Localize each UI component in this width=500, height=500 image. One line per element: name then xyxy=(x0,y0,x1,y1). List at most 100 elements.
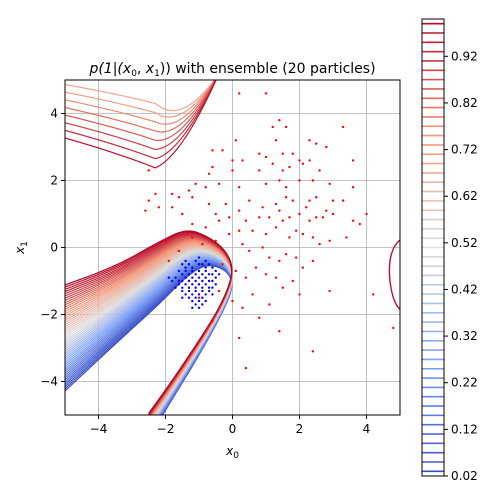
data-point xyxy=(197,276,201,279)
data-point xyxy=(284,253,288,256)
data-point xyxy=(274,202,278,206)
data-point xyxy=(294,229,298,232)
data-point xyxy=(284,125,288,129)
data-point xyxy=(194,259,197,263)
data-point xyxy=(177,269,181,273)
data-point xyxy=(231,169,234,172)
data-point xyxy=(197,283,201,286)
colorbar-tick-label: 0.42 xyxy=(451,282,478,296)
data-point xyxy=(211,149,214,152)
data-point xyxy=(341,125,345,129)
data-point xyxy=(191,283,194,286)
data-point xyxy=(197,299,201,303)
data-point xyxy=(274,276,278,279)
data-point xyxy=(164,239,167,242)
data-point xyxy=(207,273,211,276)
colorbar-tick-label: 0.32 xyxy=(451,329,478,343)
data-point xyxy=(258,216,261,219)
data-point xyxy=(171,206,174,209)
data-point xyxy=(211,293,214,296)
data-point xyxy=(288,236,291,239)
title-suffix: )) with ensemble (20 particles) xyxy=(160,61,376,77)
data-point xyxy=(214,269,217,273)
data-point xyxy=(341,199,345,202)
data-point xyxy=(301,162,305,165)
data-point xyxy=(184,293,187,296)
data-point xyxy=(201,286,204,289)
data-point xyxy=(187,273,191,276)
data-point xyxy=(211,279,214,283)
data-point xyxy=(298,293,301,296)
x-axis-label-sub: 0 xyxy=(233,451,239,461)
data-point xyxy=(241,306,244,309)
data-point xyxy=(288,165,291,169)
data-point xyxy=(281,219,284,222)
data-point xyxy=(308,139,311,142)
data-point xyxy=(177,249,181,253)
data-point xyxy=(244,366,248,370)
data-point xyxy=(204,276,207,279)
data-point xyxy=(191,266,194,269)
data-point xyxy=(204,269,207,273)
data-point xyxy=(318,242,321,246)
data-point xyxy=(214,212,217,216)
data-point xyxy=(294,256,298,259)
data-point xyxy=(204,226,207,229)
data-point xyxy=(291,199,294,202)
data-point xyxy=(201,273,204,276)
data-point xyxy=(197,256,201,259)
data-point xyxy=(191,299,194,303)
data-point xyxy=(181,263,184,266)
colorbar-tick-label: 0.22 xyxy=(451,376,478,390)
data-point xyxy=(171,279,174,283)
x-tick-label: −4 xyxy=(90,422,108,436)
data-point xyxy=(325,145,328,149)
data-point xyxy=(197,263,201,266)
data-point xyxy=(351,219,355,222)
data-point xyxy=(248,199,251,202)
data-point xyxy=(207,172,211,175)
data-point xyxy=(231,299,234,303)
data-point xyxy=(328,239,331,242)
y-axis-label: x1 xyxy=(13,241,30,255)
data-point xyxy=(281,286,284,289)
data-point xyxy=(177,279,181,283)
data-point xyxy=(288,216,291,219)
contour-line xyxy=(65,80,217,160)
data-point xyxy=(201,279,204,283)
data-point xyxy=(167,259,171,263)
data-point xyxy=(238,229,241,232)
x-tick-label: −2 xyxy=(157,422,175,436)
grid-lines xyxy=(65,80,400,415)
title-sub1: 1 xyxy=(154,69,160,79)
data-point xyxy=(187,289,191,293)
data-point xyxy=(194,289,197,293)
data-point xyxy=(274,139,278,142)
data-point xyxy=(217,219,221,222)
data-point xyxy=(177,283,181,286)
contour-line xyxy=(65,80,216,118)
data-point xyxy=(214,239,217,242)
data-point xyxy=(244,219,248,222)
title-sep: , xyxy=(137,61,146,77)
data-point xyxy=(264,182,268,186)
data-point xyxy=(311,350,315,353)
data-point xyxy=(221,149,224,152)
y-tick-label: 2 xyxy=(50,174,58,188)
data-point xyxy=(204,186,207,189)
y-tick-label: −4 xyxy=(40,375,58,389)
data-point xyxy=(221,263,224,266)
x-tick-label: 0 xyxy=(229,422,237,436)
data-point xyxy=(174,286,177,289)
data-point xyxy=(234,139,238,142)
colorbar-tick-label: 0.12 xyxy=(451,422,478,436)
data-point xyxy=(254,266,258,269)
contour-line xyxy=(388,239,400,311)
data-point xyxy=(167,276,171,279)
data-point xyxy=(197,293,201,296)
data-point xyxy=(258,316,261,320)
data-point xyxy=(194,182,197,186)
data-point xyxy=(258,152,261,155)
data-point xyxy=(328,289,331,293)
